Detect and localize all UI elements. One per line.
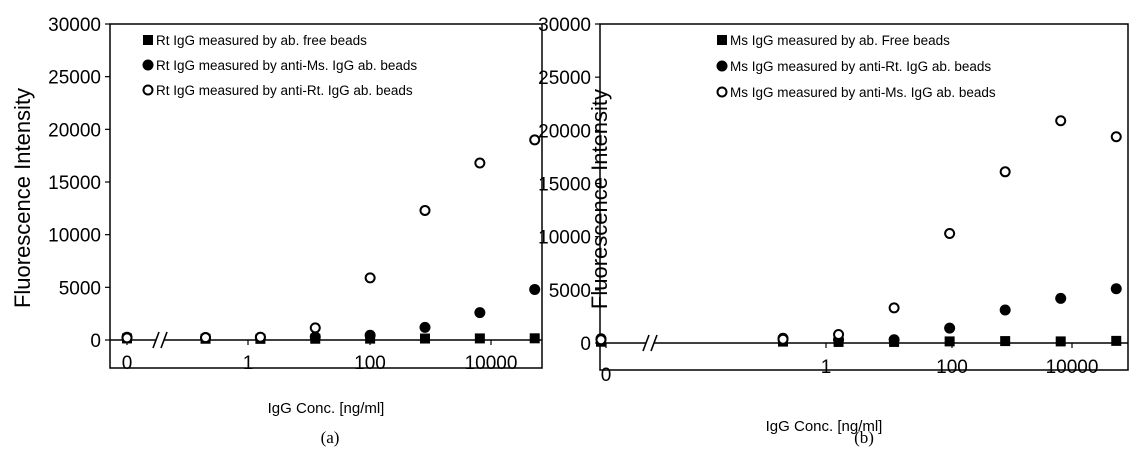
x-tick-label: 0 [122, 353, 133, 374]
y-tick-label: 20000 [48, 120, 101, 141]
x-tick-label: 100 [354, 353, 386, 374]
data-point [888, 334, 900, 346]
series-1 [122, 333, 540, 344]
data-point [419, 333, 430, 344]
y-tick-label: 15000 [538, 175, 591, 196]
y-tick-label: 15000 [48, 173, 101, 194]
data-point [944, 336, 955, 347]
legend: Rt IgG measured by ab. free beads Rt IgG … [142, 33, 417, 98]
y-tick-label: 10000 [538, 228, 591, 249]
x-tick-label: 1 [243, 353, 254, 374]
y-axis-label: Fluorescence Intensity [587, 89, 612, 309]
panel-caption: (b) [854, 428, 874, 447]
legend-label: Rt IgG measured by anti-Rt. IgG ab. bead… [156, 83, 413, 98]
legend-label: Rt IgG measured by ab. free beads [156, 33, 367, 48]
data-point [200, 332, 212, 344]
legend-marker [142, 59, 154, 71]
data-point [254, 331, 266, 343]
data-point [944, 227, 956, 239]
legend-label: Ms IgG measured by anti-Rt. IgG ab. bead… [730, 59, 991, 74]
y-tick-label: 5000 [549, 281, 591, 302]
data-point [833, 328, 845, 340]
data-point [777, 333, 789, 345]
y-tick-label: 25000 [48, 68, 101, 89]
x-tick-label: 1 [821, 357, 832, 378]
series-2 [595, 283, 1122, 346]
data-point [944, 322, 956, 334]
data-point [1111, 335, 1122, 346]
panel-a: 0 5000 10000 15000 20000 25000 30000 0 1 100 10000… [10, 15, 543, 447]
panel-b: 0 5000 10000 15000 20000 25000 30000 0 1 100 10000… [538, 15, 1129, 447]
data-point [1110, 283, 1122, 295]
y-tick-label: 5000 [59, 278, 101, 299]
series-1 [596, 335, 1122, 347]
plot-frame [599, 23, 1129, 371]
y-tick-label: 0 [90, 331, 101, 352]
y-tick-label: 30000 [48, 15, 101, 36]
data-point [999, 166, 1011, 178]
axis-break-gap [646, 334, 654, 352]
legend-label: Rt IgG measured by anti-Ms. IgG ab. bead… [156, 58, 417, 73]
data-point [1000, 336, 1011, 347]
x-axis-label: IgG Conc. [ng/ml] [268, 400, 385, 417]
legend-label: Ms IgG measured by anti-Ms. IgG ab. bead… [730, 85, 996, 100]
x-tick-label: 10000 [465, 353, 518, 374]
data-point [309, 331, 321, 343]
data-point [419, 204, 431, 216]
data-point [419, 321, 431, 333]
y-axis-label: Fluorescence Intensity [10, 88, 35, 308]
x-tick-label: 0 [601, 365, 612, 386]
legend-marker [143, 35, 153, 45]
data-point [364, 272, 376, 284]
x-axis-label: IgG Conc. [ng/ml] [766, 418, 883, 435]
data-point [474, 157, 486, 169]
axis-break-mark [642, 334, 650, 352]
y-tick-label: 0 [580, 334, 591, 355]
plot-frame [109, 23, 543, 369]
series-3 [121, 134, 541, 344]
data-point [309, 322, 321, 334]
data-point [1055, 292, 1067, 304]
data-point [999, 304, 1011, 316]
data-point [474, 333, 485, 344]
y-tick-label: 20000 [538, 121, 591, 142]
data-point [474, 307, 486, 319]
series-3 [595, 115, 1122, 346]
data-point [529, 134, 541, 146]
axis-break-mark [160, 331, 168, 349]
y-tick-label: 25000 [538, 68, 591, 89]
data-point [364, 329, 376, 341]
panel-caption: (a) [321, 428, 340, 447]
y-tick-label: 30000 [538, 15, 591, 36]
data-point [121, 332, 133, 344]
y-tick-label: 10000 [48, 226, 101, 247]
data-point [888, 302, 900, 314]
legend-label: Ms IgG measured by ab. Free beads [730, 33, 950, 48]
legend: Ms IgG measured by ab. Free beads Ms IgG … [716, 33, 996, 100]
data-point [529, 283, 541, 295]
data-point [595, 334, 607, 346]
axis-break-mark [650, 334, 658, 352]
legend-marker [142, 84, 154, 96]
data-point [1055, 336, 1066, 347]
axis-break-mark [152, 331, 160, 349]
legend-marker [716, 86, 728, 98]
data-point [529, 333, 540, 344]
legend-marker [716, 60, 728, 72]
x-tick-label: 100 [936, 357, 968, 378]
data-point [1055, 115, 1067, 127]
data-point [1110, 131, 1122, 143]
legend-marker [717, 35, 727, 45]
axis-break-gap [156, 331, 164, 349]
x-tick-label: 10000 [1046, 357, 1099, 378]
